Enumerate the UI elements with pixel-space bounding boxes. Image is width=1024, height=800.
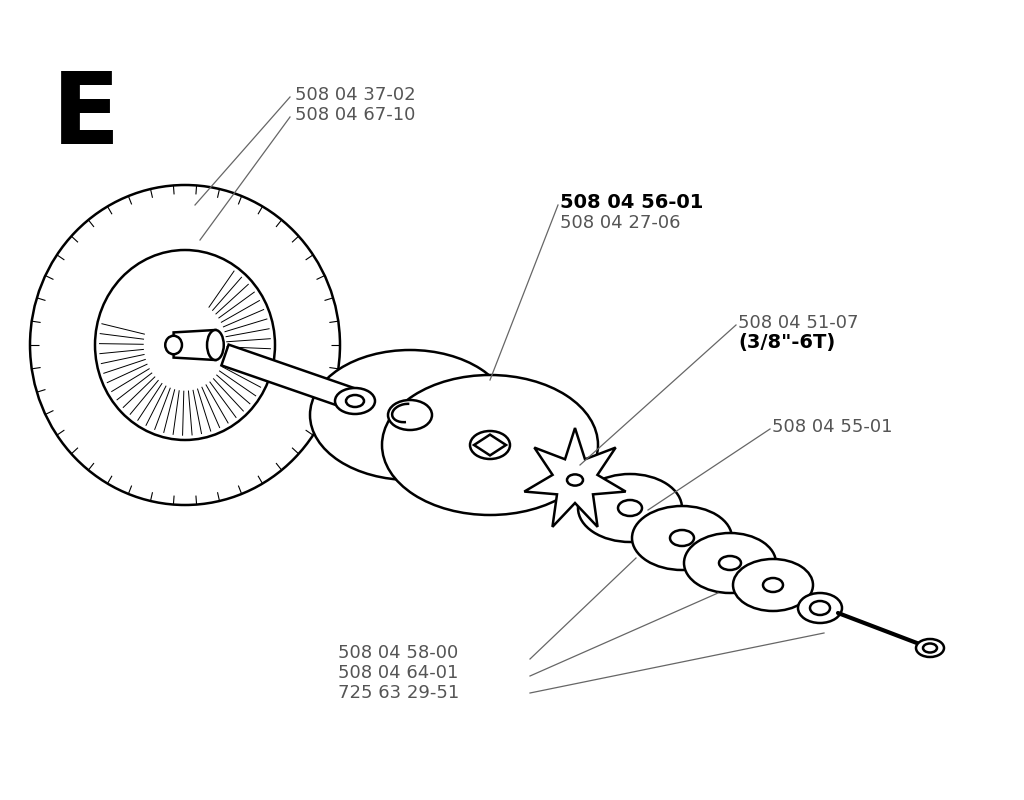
Ellipse shape bbox=[916, 639, 944, 657]
Text: 508 04 64-01: 508 04 64-01 bbox=[338, 664, 459, 682]
Ellipse shape bbox=[763, 578, 783, 592]
Ellipse shape bbox=[95, 250, 275, 440]
Text: 508 04 56-01: 508 04 56-01 bbox=[560, 193, 703, 212]
Ellipse shape bbox=[618, 500, 642, 516]
Polygon shape bbox=[174, 330, 215, 360]
Ellipse shape bbox=[923, 643, 937, 653]
Text: 508 04 67-10: 508 04 67-10 bbox=[295, 106, 416, 124]
Text: 508 04 51-07: 508 04 51-07 bbox=[738, 314, 858, 332]
Ellipse shape bbox=[382, 375, 598, 515]
Ellipse shape bbox=[388, 400, 432, 430]
Ellipse shape bbox=[798, 593, 842, 623]
Ellipse shape bbox=[567, 474, 583, 486]
Ellipse shape bbox=[810, 601, 830, 615]
Text: 508 04 55-01: 508 04 55-01 bbox=[772, 418, 893, 436]
Ellipse shape bbox=[310, 350, 510, 480]
Polygon shape bbox=[524, 428, 626, 527]
Text: 725 63 29-51: 725 63 29-51 bbox=[338, 684, 459, 702]
Ellipse shape bbox=[30, 185, 340, 505]
Polygon shape bbox=[474, 434, 506, 455]
Ellipse shape bbox=[346, 395, 364, 407]
Ellipse shape bbox=[470, 431, 510, 459]
Polygon shape bbox=[221, 345, 358, 410]
Text: (3/8"-6T): (3/8"-6T) bbox=[738, 333, 836, 352]
Text: 508 04 37-02: 508 04 37-02 bbox=[295, 86, 416, 104]
Ellipse shape bbox=[684, 533, 776, 593]
Ellipse shape bbox=[341, 391, 369, 409]
Ellipse shape bbox=[348, 395, 362, 405]
Ellipse shape bbox=[632, 506, 732, 570]
Text: E: E bbox=[52, 68, 120, 165]
Ellipse shape bbox=[670, 530, 694, 546]
Ellipse shape bbox=[733, 559, 813, 611]
Text: 508 04 58-00: 508 04 58-00 bbox=[338, 644, 459, 662]
Ellipse shape bbox=[578, 474, 682, 542]
Ellipse shape bbox=[719, 556, 741, 570]
Text: 508 04 27-06: 508 04 27-06 bbox=[560, 214, 681, 232]
Ellipse shape bbox=[207, 330, 224, 360]
Ellipse shape bbox=[335, 388, 375, 414]
Ellipse shape bbox=[165, 336, 182, 354]
